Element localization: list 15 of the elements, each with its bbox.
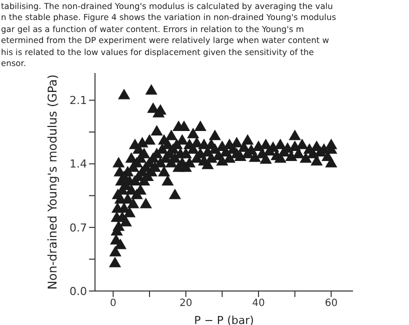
- text: ensor.: [1, 58, 28, 70]
- x-tick-label: 0: [110, 298, 116, 310]
- text: n the stable phase. Figure 4 shows the variation in non-drained Young's modulus: [1, 12, 336, 24]
- x-tick-label: 20: [179, 298, 192, 310]
- text: gar gel as a function of water content. Errors in relation to the Young's m: [1, 24, 305, 36]
- y-tick-label: 1.4: [70, 158, 87, 171]
- text: tabilising. The non-drained Young's modulus is calculated by averaging the valu: [1, 1, 334, 12]
- y-tick-label: 0.7: [70, 221, 87, 234]
- y-tick-label: 0.0: [70, 284, 87, 298]
- text: his is related to the low values for displacement given the sensitivity of the: [1, 46, 315, 58]
- x-tick-label: 40: [252, 298, 265, 310]
- text: etermined from the DP experiment were relatively large when water content w: [1, 35, 330, 47]
- x-tick-label: 60: [324, 298, 338, 310]
- y-axis-title: Non-drained Young's modulus (GPa): [45, 74, 60, 290]
- y-tick-label: 2.1: [70, 94, 87, 108]
